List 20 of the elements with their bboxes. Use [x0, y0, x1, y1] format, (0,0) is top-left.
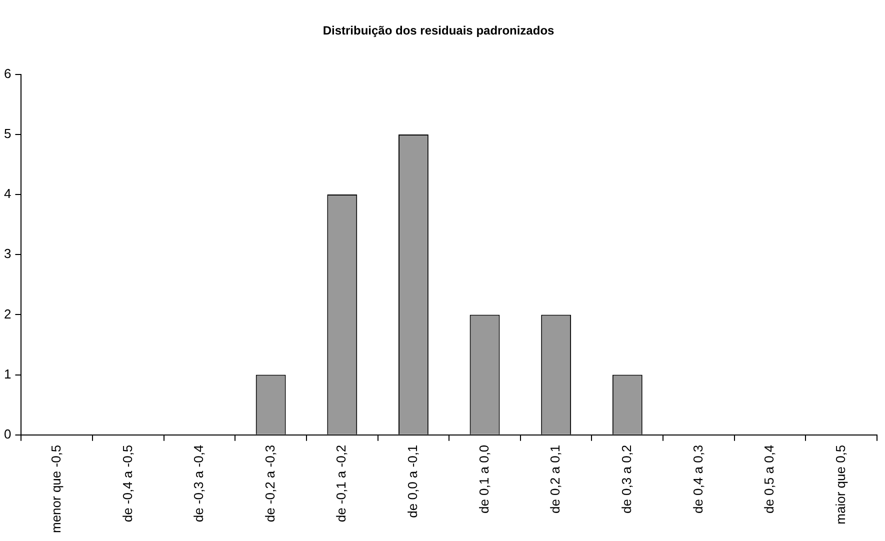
x-tick-label: menor que -0,5: [48, 444, 64, 534]
y-tick-label: 4: [4, 186, 12, 202]
x-tick-label: de -0,2 a -0,3: [262, 444, 278, 522]
y-tick-label: 5: [4, 126, 12, 142]
x-tick-label: de 0,1 a 0,0: [476, 444, 492, 514]
x-tick-label: de -0,1 a -0,2: [334, 444, 349, 522]
y-tick-label: 0: [4, 426, 12, 442]
x-tick-label: de 0,0 a -0,1: [405, 444, 420, 518]
y-tick-label: 6: [4, 66, 12, 81]
x-tick-label: de 0,5 a 0,4: [762, 444, 777, 514]
y-tick-label: 2: [4, 306, 12, 322]
x-tick-label: de -0,4 a -0,5: [120, 444, 135, 522]
chart-title: Distribuição dos residuais padronizados: [322, 24, 555, 38]
x-tick-label: de 0,2 a 0,1: [548, 444, 563, 514]
x-tick-label: de 0,3 a 0,2: [618, 444, 634, 514]
x-tick-label: maior que 0,5: [832, 444, 848, 524]
x-tick-label: de 0,4 a 0,3: [690, 444, 706, 514]
y-tick-label: 3: [4, 246, 12, 262]
x-tick-label: de -0,3 a -0,4: [191, 444, 206, 522]
y-tick-label: 1: [4, 366, 12, 382]
